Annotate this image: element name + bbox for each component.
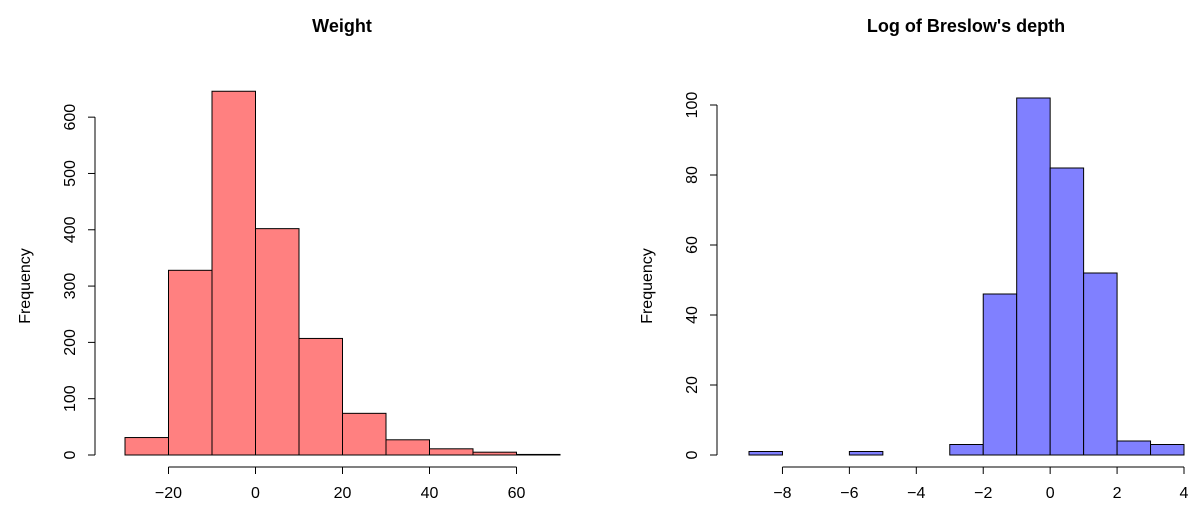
x-tick-label: −2 [974,485,992,502]
x-axis: −20 0 20 40 60 [155,466,526,502]
y-tick-label: 40 [684,306,701,324]
breslow-depth-histogram-panel: Log of Breslow's depth Frequency −8 −6 −4−… [639,16,1188,502]
histogram-bar [1150,444,1185,456]
chart-title: Weight [312,16,372,36]
histogram-bar [982,293,1018,456]
histogram-bar [124,437,169,456]
histogram-bar [949,444,984,456]
histogram-bar [1016,97,1051,456]
y-axis-label: Frequency [639,248,656,324]
histogram-bar [429,448,474,456]
y-tick-label: 0 [62,450,79,459]
x-tick-label: 4 [1180,485,1188,502]
y-tick-label: 20 [684,376,701,394]
histogram-bar [255,228,300,456]
x-tick-label: 2 [1113,485,1122,502]
weight-histogram-panel: Weight Frequency −20 0 20 40 60 0 100 200 300 40… [17,16,561,502]
x-tick-label: −20 [155,485,182,502]
histogram-bar [298,337,343,456]
x-tick-label: −8 [773,485,791,502]
x-tick-label: 60 [508,485,526,502]
y-tick-label: 300 [62,273,79,300]
y-tick-label: 400 [62,216,79,243]
x-tick-label: 0 [1046,485,1055,502]
histogram-bar [748,451,783,456]
chart-title: Log of Breslow's depth [867,16,1065,36]
x-tick-label: 40 [421,485,439,502]
y-tick-label: 200 [62,329,79,356]
histogram-bar [211,90,256,456]
histogram-bar [1083,272,1118,456]
histogram-bar [516,453,561,456]
y-tick-label: 60 [684,236,701,254]
y-axis-label: Frequency [17,248,34,324]
x-tick-label: −6 [840,485,858,502]
y-axis: 0 20 40 60 80 100 [684,92,718,459]
histogram-bar [472,451,517,456]
x-axis: −8 −6 −4 −2 0 2 4 [773,466,1188,502]
y-tick-label: 600 [62,104,79,131]
histogram-bar [1116,440,1152,456]
y-tick-label: 500 [62,160,79,187]
x-tick-label: −4 [907,485,925,502]
histogram-bar [1049,167,1085,456]
histogram-bar [342,412,387,456]
histogram-bar [848,451,884,456]
y-axis: 0 100 200 300 400 500 600 [62,104,96,459]
y-tick-label: 100 [62,385,79,412]
y-tick-label: 100 [684,92,701,119]
y-tick-label: 80 [684,166,701,184]
bars [124,90,561,456]
x-tick-label: 20 [334,485,352,502]
bars [748,97,1185,456]
x-tick-label: 0 [251,485,260,502]
histogram-bar [168,269,213,456]
y-tick-label: 0 [684,450,701,459]
histogram-bar [385,439,430,456]
